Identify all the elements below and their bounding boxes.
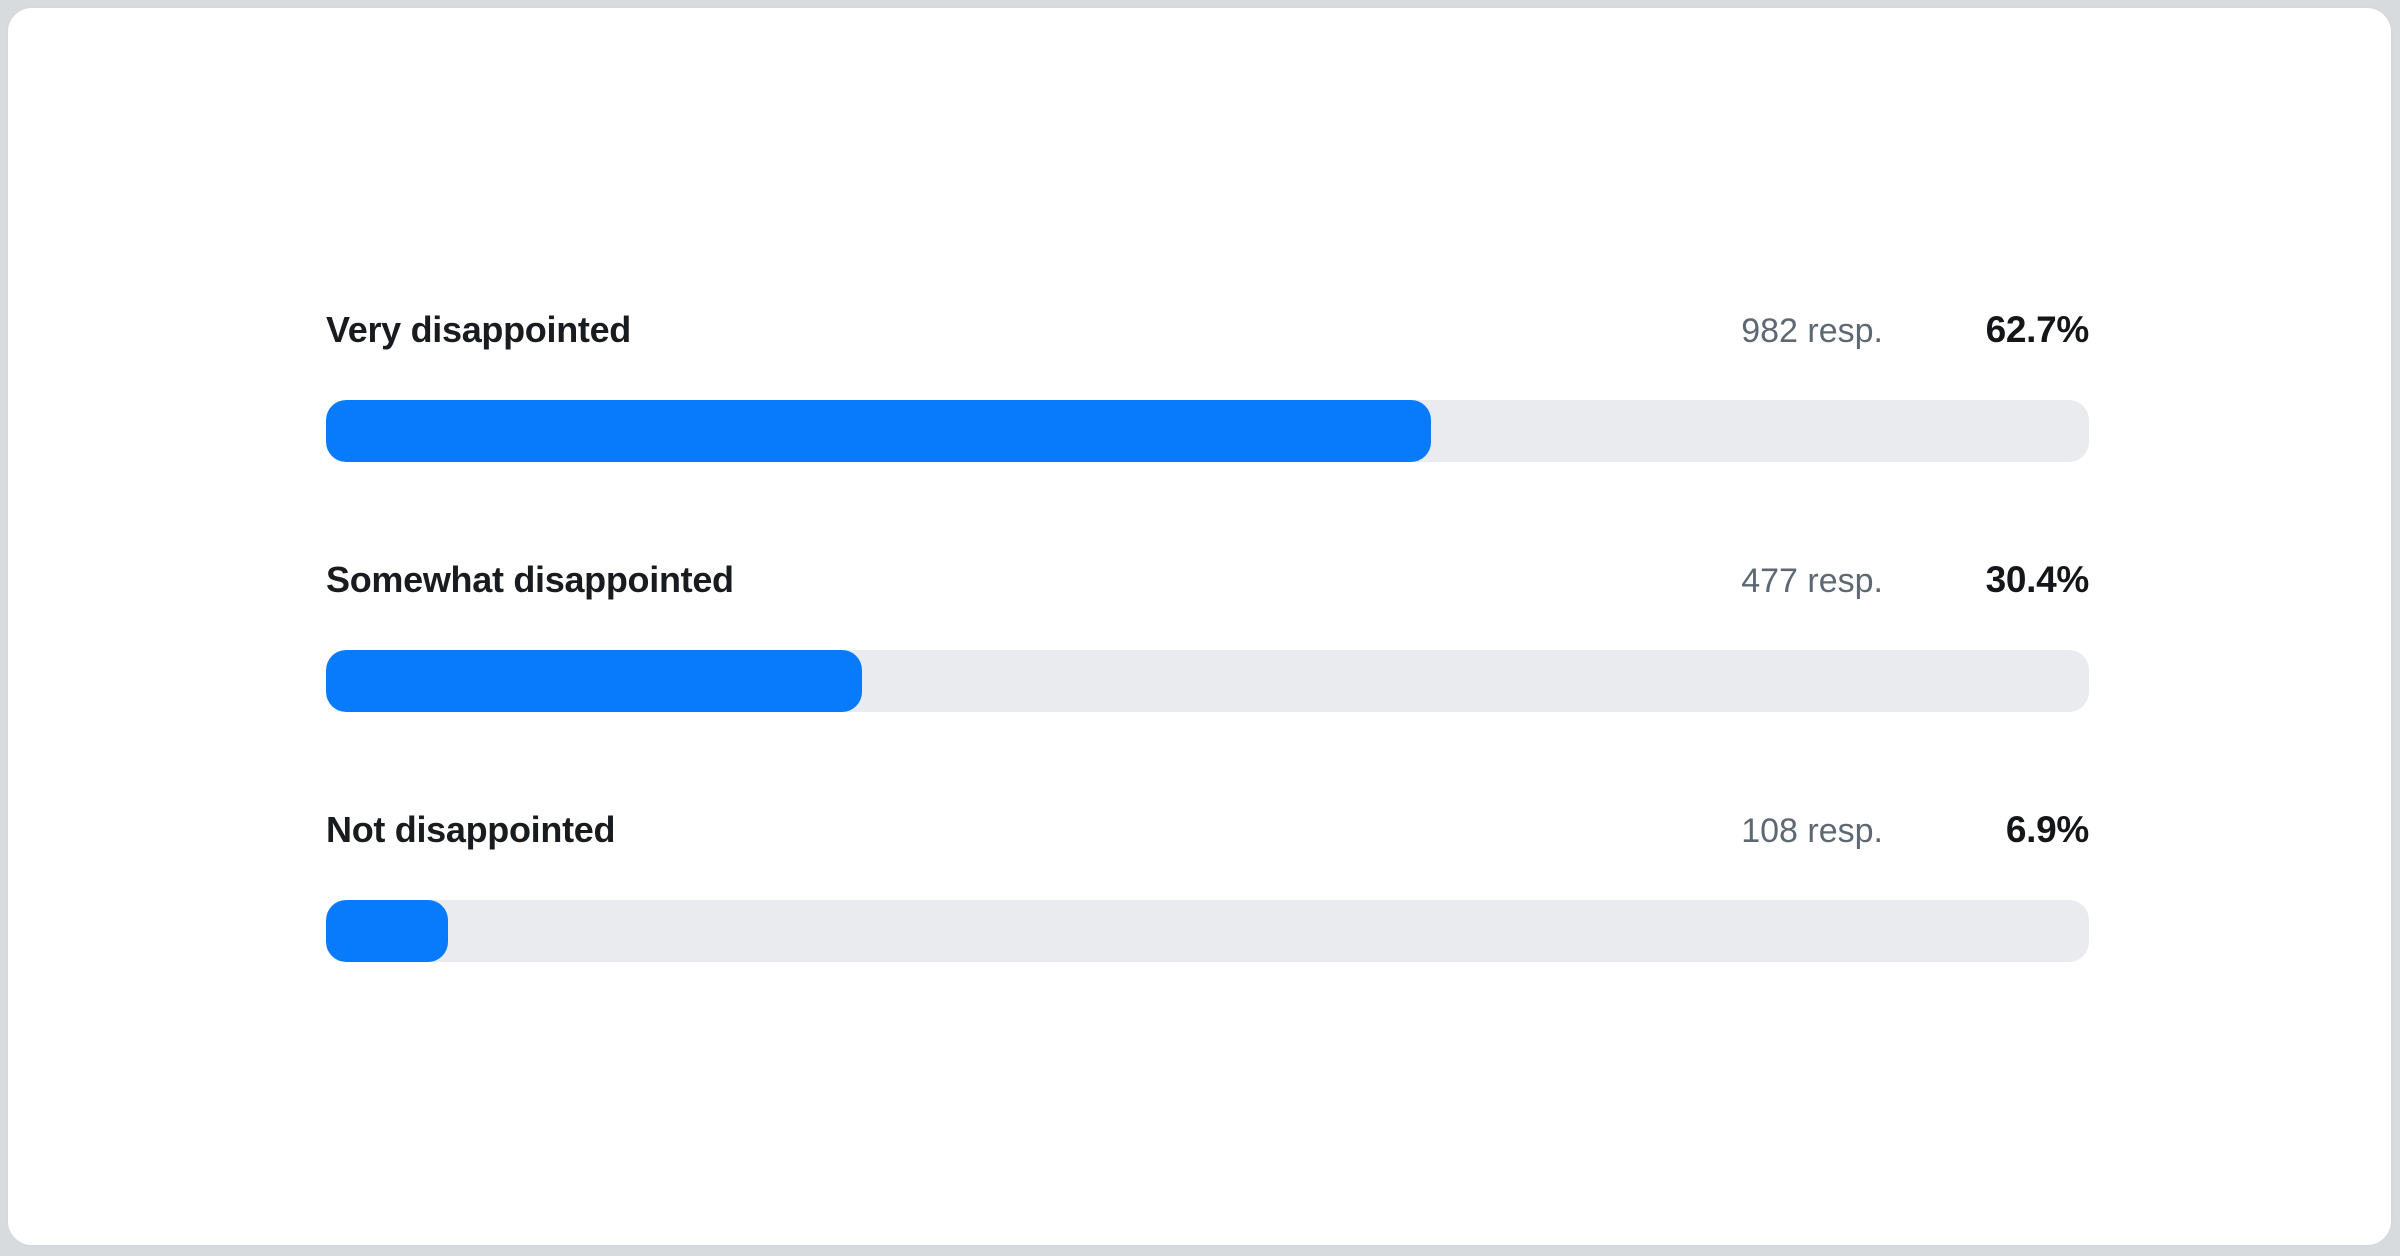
percentage-value: 6.9% <box>2005 809 2089 850</box>
category-label: Somewhat disappointed <box>326 559 734 600</box>
percentage-value: 62.7% <box>1985 309 2090 350</box>
category-label: Very disappointed <box>326 309 631 350</box>
bar-fill <box>326 650 862 712</box>
bar-fill <box>326 900 448 962</box>
row-header: Very disappointed 982 resp. 62.7% <box>326 308 2089 353</box>
result-row-not-disappointed: Not disappointed 108 resp. 6.9% <box>326 808 2089 962</box>
responses-count: 477 resp. <box>1741 562 1883 600</box>
responses-count: 982 resp. <box>1741 312 1883 350</box>
bar-track <box>326 650 2089 712</box>
row-header: Somewhat disappointed 477 resp. 30.4% <box>326 558 2089 603</box>
category-label: Not disappointed <box>326 809 616 850</box>
row-header: Not disappointed 108 resp. 6.9% <box>326 808 2089 853</box>
row-metrics: 477 resp. 30.4% <box>1741 558 2089 603</box>
result-row-somewhat-disappointed: Somewhat disappointed 477 resp. 30.4% <box>326 558 2089 712</box>
survey-results-card: Very disappointed 982 resp. 62.7% Somewh… <box>6 6 2393 1247</box>
bar-track <box>326 400 2089 462</box>
bar-fill <box>326 400 1432 462</box>
responses-count: 108 resp. <box>1741 812 1883 850</box>
row-metrics: 108 resp. 6.9% <box>1741 808 2089 853</box>
bar-track <box>326 900 2089 962</box>
result-row-very-disappointed: Very disappointed 982 resp. 62.7% <box>326 308 2089 462</box>
row-metrics: 982 resp. 62.7% <box>1741 308 2089 353</box>
percentage-value: 30.4% <box>1985 559 2090 600</box>
results-chart: Very disappointed 982 resp. 62.7% Somewh… <box>326 308 2089 962</box>
